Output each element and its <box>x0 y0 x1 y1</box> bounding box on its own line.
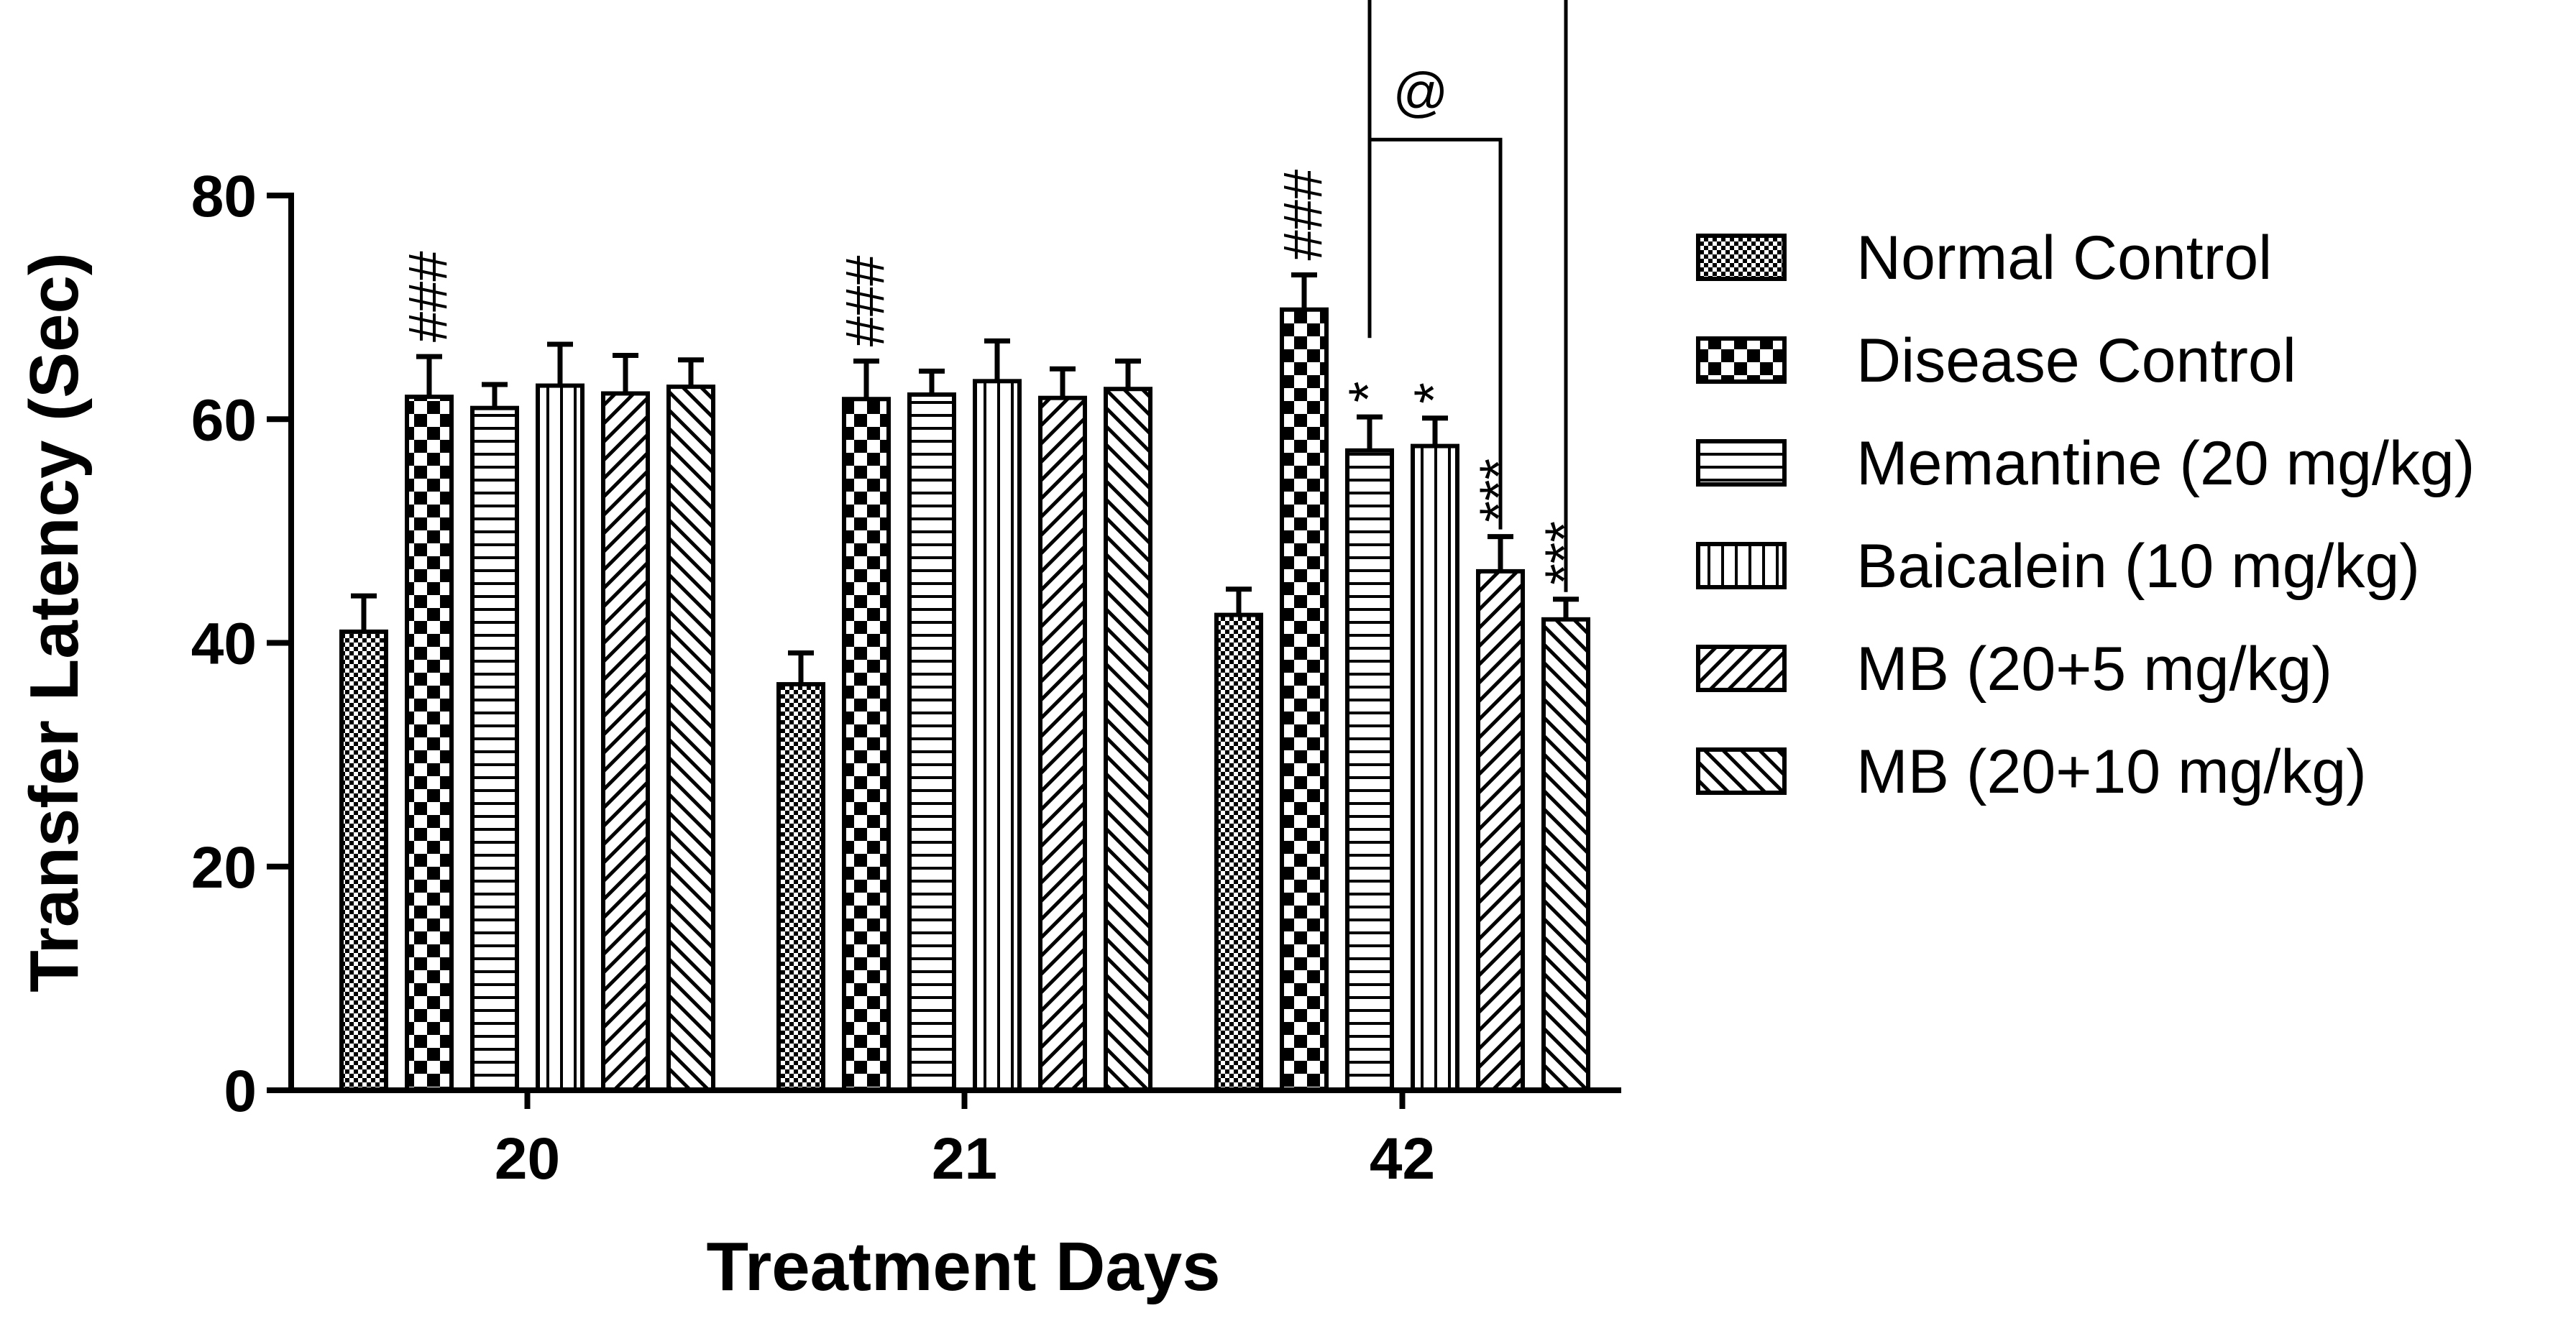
legend-label: Baicalein (10 mg/kg) <box>1856 532 2420 601</box>
y-tick-label: 60 <box>191 387 257 453</box>
bar-diag-fwd-42 <box>1476 568 1525 1092</box>
y-tick-label: 20 <box>191 835 257 901</box>
y-tick-label: 40 <box>191 612 257 677</box>
bar-big-check-20 <box>405 395 454 1092</box>
bar-diag-back-42 <box>1541 617 1590 1092</box>
x-tick-label: 42 <box>1370 1126 1435 1192</box>
y-axis-title: Transfer Latency (Sec) <box>16 252 93 993</box>
significance-label: ### <box>398 251 459 342</box>
significance-label: ### <box>835 256 896 347</box>
legend-label: Normal Control <box>1856 224 2272 293</box>
bar-diag-back-20 <box>666 385 715 1092</box>
bar-diag-fwd-20 <box>601 391 650 1092</box>
bar-big-check-21 <box>842 397 891 1092</box>
bar-big-check-42 <box>1280 307 1329 1092</box>
legend-swatch-fine-check <box>1696 234 1787 281</box>
y-tick-label: 0 <box>224 1059 257 1124</box>
legend-label: Memantine (20 mg/kg) <box>1856 429 2475 498</box>
bracket-label: @ <box>1393 62 1448 123</box>
bar-hlines-21 <box>907 392 956 1092</box>
bar-diag-back-21 <box>1104 387 1152 1092</box>
bar-fine-check-20 <box>339 629 388 1092</box>
legend-swatch-big-check <box>1696 336 1787 384</box>
x-tick-label: 21 <box>932 1126 997 1192</box>
bar-hlines-20 <box>470 405 519 1092</box>
significance-label: * <box>1338 382 1399 403</box>
legend: Normal Control Disease Control Memantine (… <box>1696 224 2475 806</box>
legend-swatch-diag-back <box>1696 747 1787 795</box>
legend-swatch-vlines <box>1696 542 1787 589</box>
bar-hlines-42 <box>1345 448 1394 1092</box>
legend-swatch-hlines <box>1696 439 1787 487</box>
legend-swatch-diag-fwd <box>1696 645 1787 692</box>
comparison-bracket <box>1367 0 1568 592</box>
bar-fine-check-42 <box>1214 612 1263 1092</box>
legend-label: Disease Control <box>1856 326 2296 395</box>
bar-diag-fwd-21 <box>1038 395 1087 1092</box>
bar-vlines-20 <box>536 383 585 1092</box>
significance-label: * <box>1403 382 1465 404</box>
significance-label: ### <box>1273 170 1334 261</box>
x-axis-title: Treatment Days <box>707 1228 1221 1305</box>
legend-label: MB (20+10 mg/kg) <box>1856 737 2367 806</box>
y-tick-label: 80 <box>191 164 257 229</box>
legend-label: MB (20+5 mg/kg) <box>1856 635 2332 704</box>
bar-fine-check-21 <box>776 682 825 1092</box>
bar-vlines-42 <box>1411 443 1459 1092</box>
bar-vlines-21 <box>973 379 1022 1092</box>
x-tick-label: 20 <box>495 1126 560 1192</box>
